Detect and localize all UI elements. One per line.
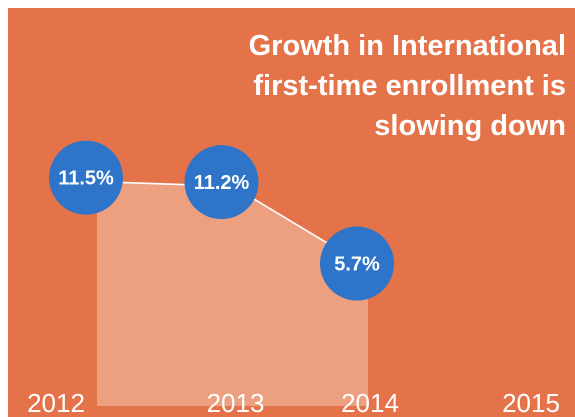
x-tick-label-2012: 2012 [27, 388, 85, 417]
x-axis-labels: 2012 2013 2014 2015 [27, 388, 560, 417]
data-point-2014 [320, 226, 394, 301]
title-line-2: first-time enrollment is [253, 70, 566, 102]
data-point-2013 [184, 145, 259, 220]
chart-title: Growth in International first-time enrol… [249, 30, 566, 142]
x-tick-label-2013: 2013 [207, 388, 265, 417]
data-label-2013: 11.2% [194, 172, 250, 194]
area-layer [97, 181, 368, 406]
x-tick-label-2015: 2015 [502, 388, 560, 417]
title-line-3: slowing down [374, 110, 566, 142]
bubble-layer: 11.5% 11.2% 5.7% [49, 140, 394, 301]
x-tick-label-2014: 2014 [341, 388, 399, 417]
area-fill [97, 181, 368, 406]
data-point-2012 [49, 140, 123, 215]
data-label-2014: 5.7% [334, 254, 380, 276]
title-line-1: Growth in International [249, 30, 566, 62]
data-label-2012: 11.5% [58, 168, 114, 190]
